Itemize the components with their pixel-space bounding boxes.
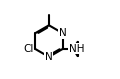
Text: N: N — [45, 52, 53, 62]
Text: N: N — [59, 28, 66, 38]
Text: Cl: Cl — [24, 44, 34, 54]
Text: NH: NH — [69, 44, 84, 54]
